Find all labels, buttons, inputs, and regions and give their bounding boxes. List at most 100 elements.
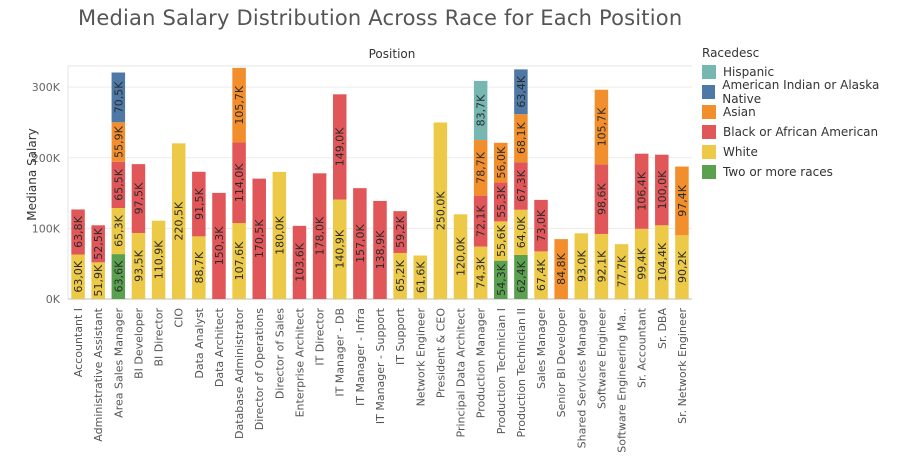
- x-tick-label: Director of Operations: [253, 308, 266, 431]
- data-label: 98,6K: [595, 183, 608, 215]
- data-label: 150,3K: [213, 226, 226, 265]
- data-label: 90,2K: [676, 251, 689, 283]
- data-label: 170,5K: [253, 219, 266, 258]
- legend-label: Asian: [723, 105, 756, 119]
- bar-segment-white: [91, 262, 105, 299]
- x-tick-label: Production Manager: [475, 308, 488, 419]
- data-label: 52,5K: [92, 227, 105, 259]
- bar-segment-black: [252, 178, 266, 299]
- data-label: 65,3K: [112, 214, 125, 246]
- bar-segment-white: [634, 228, 649, 299]
- x-tick-label: IT Director: [314, 308, 327, 366]
- bar-segment-white: [71, 254, 85, 299]
- data-label: 78,7K: [475, 151, 488, 183]
- bar-segment-hispanic: [473, 80, 488, 141]
- x-tick-label: Network Engineer: [414, 308, 427, 407]
- data-label: 103,6K: [293, 242, 306, 281]
- data-label: 91,5K: [193, 187, 206, 219]
- bar-segment-two: [494, 260, 508, 299]
- bar-segment-asian: [514, 114, 528, 163]
- data-label: 70,5K: [112, 81, 125, 113]
- data-label: 77,7K: [616, 255, 629, 287]
- data-label: 105,7K: [233, 85, 246, 124]
- legend-item-two[interactable]: Two or more races: [702, 164, 833, 180]
- data-label: 65,5K: [112, 168, 125, 200]
- legend-swatch: [702, 125, 716, 139]
- x-tick-label: Software Engineer: [595, 308, 608, 409]
- bar-segment-black: [473, 195, 488, 247]
- bar-segment-white: [534, 251, 548, 299]
- bar-segment-white: [151, 220, 166, 299]
- data-label: 55,3K: [495, 185, 508, 217]
- x-tick-label: Data Analyst: [193, 307, 206, 378]
- x-tick-label: Director of Sales: [273, 308, 286, 399]
- x-tick-label: IT Manager - Support: [374, 307, 387, 424]
- x-tick-label: BI Developer: [132, 308, 145, 379]
- bar-segment-black: [594, 164, 609, 234]
- bar-segment-native: [514, 69, 528, 115]
- legend-item-white[interactable]: White: [702, 144, 758, 160]
- bar-segment-black: [212, 192, 226, 299]
- x-tick-label: Software Engineering Ma..: [616, 308, 629, 453]
- data-label: 138,9K: [374, 230, 387, 269]
- bar-segment-asian: [111, 122, 126, 162]
- x-tick-label: Enterprise Architect: [293, 307, 306, 417]
- legend-item-asian[interactable]: Asian: [702, 104, 756, 120]
- data-label: 93,5K: [132, 249, 145, 281]
- data-label: 149,0K: [334, 127, 347, 166]
- x-tick-label: IT Manager - DB: [334, 308, 347, 397]
- bar-segment-black: [373, 200, 387, 299]
- x-tick-label: Sr. Accountant: [636, 307, 649, 388]
- data-label: 157,0K: [354, 223, 367, 262]
- data-label: 55,9K: [112, 125, 125, 157]
- y-tick-label: 200K: [32, 152, 61, 165]
- data-label: 63,8K: [72, 215, 85, 247]
- x-tick-label: Area Sales Manager: [112, 308, 125, 418]
- bar-segment-asian: [494, 142, 508, 183]
- legend-label: Hispanic: [723, 65, 775, 79]
- data-label: 68,1K: [515, 122, 528, 154]
- bar-segment-two: [111, 254, 126, 299]
- x-tick-label: Administrative Assistant: [92, 307, 105, 441]
- legend-item-hispanic[interactable]: Hispanic: [702, 64, 774, 80]
- bar-segment-black: [232, 142, 246, 224]
- bar-segment-white: [413, 255, 428, 299]
- column-header: Position: [369, 47, 416, 61]
- data-label: 55,6K: [495, 224, 508, 256]
- data-label: 92,1K: [595, 250, 608, 282]
- data-label: 106,4K: [636, 171, 649, 210]
- bar-segment-white: [232, 223, 246, 299]
- y-tick-label: 0K: [46, 293, 61, 306]
- x-tick-label: Database Administrator: [233, 308, 246, 439]
- bar-segment-black: [312, 173, 327, 299]
- x-tick-label: President & CEO: [434, 308, 447, 399]
- data-label: 62,4K: [515, 260, 528, 292]
- legend-label: White: [723, 145, 758, 159]
- bar-segment-white: [494, 221, 508, 261]
- bar-segment-asian: [473, 140, 488, 196]
- bar-segment-white: [453, 214, 468, 299]
- y-axis-title: Mediana Salary: [25, 128, 39, 221]
- bar-segment-black: [494, 182, 508, 222]
- bar-segment-black: [534, 199, 548, 252]
- x-tick-label: Accountant I: [72, 308, 85, 377]
- bar-segment-white: [655, 225, 669, 299]
- data-label: 120,0K: [455, 237, 468, 276]
- data-label: 180,0K: [273, 215, 286, 254]
- bar-segment-two: [514, 254, 528, 299]
- legend-item-native[interactable]: American Indian or Alaska Native: [702, 78, 911, 106]
- legend-label: Black or African American: [723, 125, 879, 139]
- legend-item-black[interactable]: Black or African American: [702, 124, 878, 140]
- data-label: 99,4K: [636, 247, 649, 279]
- x-tick-label: BI Director: [153, 308, 166, 367]
- x-tick-label: Sales Manager: [535, 308, 548, 389]
- bar-segment-black: [292, 225, 307, 299]
- legend-swatch: [702, 105, 716, 119]
- data-label: 51,9K: [92, 264, 105, 296]
- data-label: 93,0K: [575, 250, 588, 282]
- x-tick-label: Shared Services Manager: [575, 308, 588, 449]
- bar-segment-black: [655, 154, 669, 226]
- bar-segment-white: [433, 122, 448, 299]
- bar-segment-black: [111, 161, 126, 208]
- data-label: 97,5K: [132, 182, 145, 214]
